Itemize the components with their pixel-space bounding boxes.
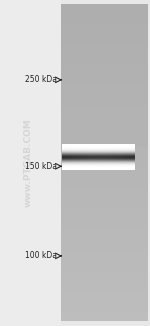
- Text: 250 kDa: 250 kDa: [25, 75, 57, 84]
- Text: 150 kDa: 150 kDa: [25, 162, 57, 171]
- FancyBboxPatch shape: [0, 0, 61, 326]
- Text: www.PTGAB.COM: www.PTGAB.COM: [24, 119, 33, 207]
- Text: 100 kDa: 100 kDa: [25, 251, 57, 260]
